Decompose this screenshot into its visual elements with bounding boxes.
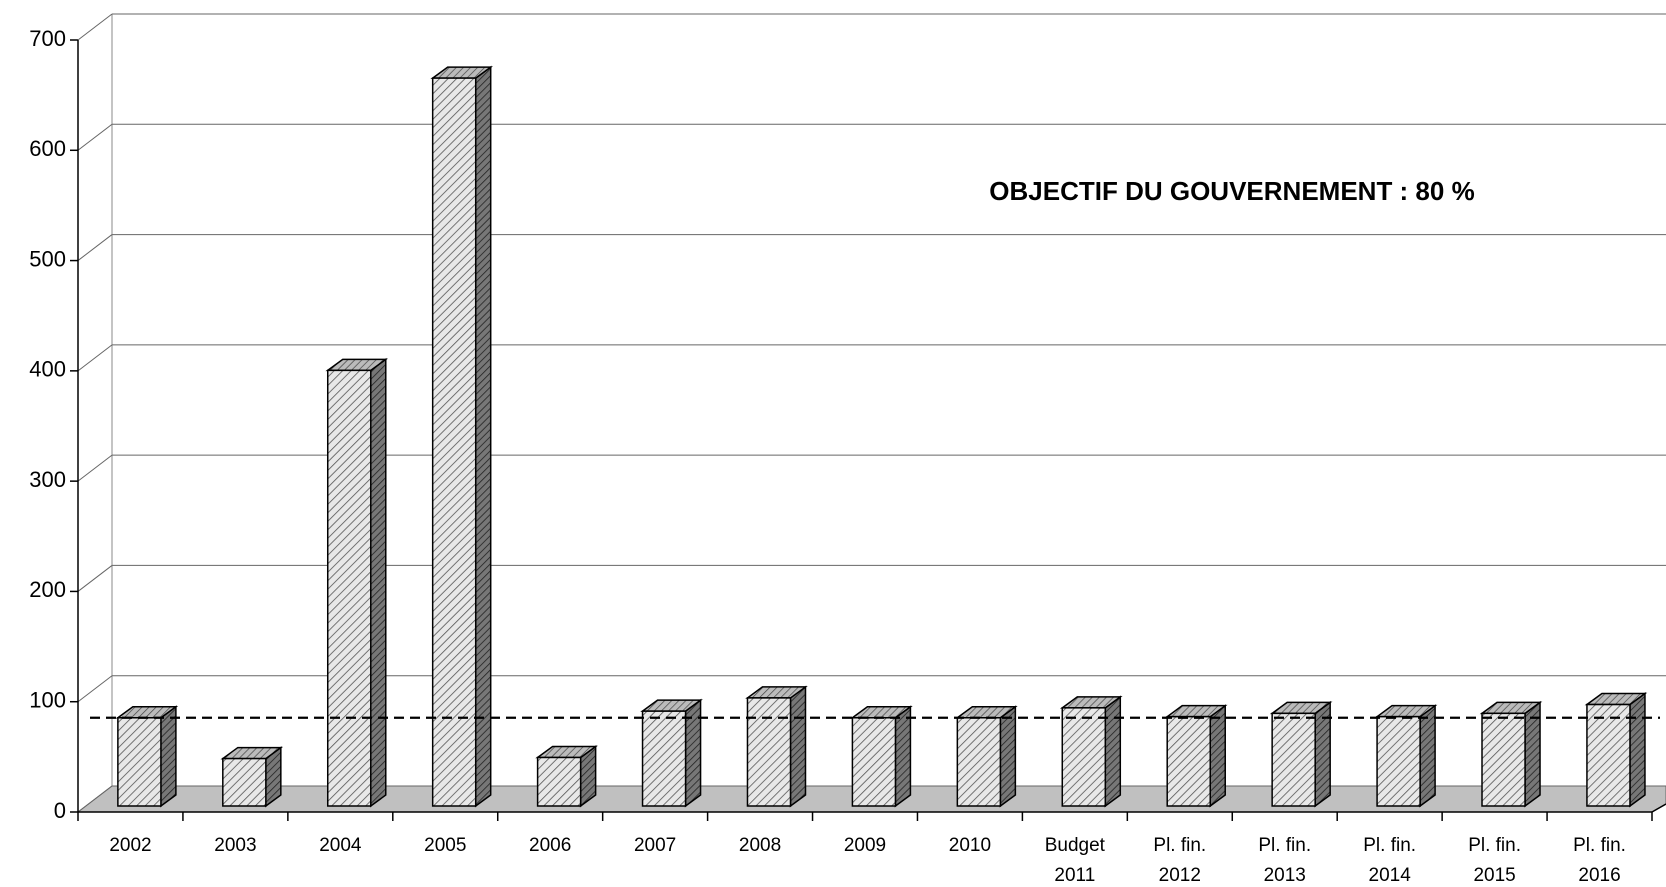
bar-front [326,369,372,807]
bar [1479,700,1543,808]
x-tick-label: Pl. fin. 2014 [1363,835,1416,886]
y-tick-label: 200 [29,577,66,602]
x-tick-label: 2003 [214,835,256,856]
grid-depth [77,785,113,813]
annotation: OBJECTIF DU GOUVERNEMENT : 80 % [989,176,1474,206]
grid-depth [77,13,113,41]
y-tick-label: 0 [54,798,66,823]
x-tick-label: Pl. fin. 2015 [1468,835,1521,886]
bar-front [222,757,267,807]
grid-depth [77,234,113,261]
y-tick-label: 300 [29,467,66,492]
bar-side [1629,692,1646,808]
bar-front [117,717,162,807]
bar [955,705,1018,808]
y-tick-label: 100 [29,688,66,713]
grid-depth [77,565,113,592]
x-tick-label: 2009 [844,835,886,856]
x-tick-label: 2010 [949,835,991,856]
bar [115,705,179,808]
y-tick-label: 600 [29,136,66,161]
bar-front [956,717,1002,807]
x-tick-label: Pl. fin. 2013 [1258,835,1311,886]
x-tick-label: 2007 [634,835,676,856]
bar [220,746,284,808]
bar-front [1376,715,1421,807]
bar-front [1061,707,1107,807]
bar-side [1104,695,1122,808]
bar [535,744,598,808]
bar-side [370,357,387,808]
bar [1059,695,1123,808]
bar-side [1209,704,1226,808]
y-tick-label: 500 [29,246,66,271]
bar [1374,704,1438,808]
grid-depth [77,454,113,482]
bar [430,65,493,808]
bar-front [746,697,792,807]
bar-front [1481,712,1526,807]
bar-front [1166,715,1211,807]
x-tick-label: 2002 [109,835,151,856]
bar [1164,704,1228,808]
bar-front [851,717,897,807]
x-tick-label: Pl. fin. 2016 [1573,835,1626,886]
bar-side [894,705,912,808]
bar-side [684,698,702,808]
grid-depth [77,123,113,151]
bar-front [536,756,582,807]
grid-depth [77,344,113,372]
x-tick-label: 2005 [424,835,466,856]
bar [850,705,913,808]
bar [325,357,389,808]
bar [1584,692,1648,808]
bar-side [789,685,807,808]
bar-front [1586,703,1631,807]
bar-side [160,705,177,808]
x-tick-label: Pl. fin. 2012 [1153,835,1206,886]
y-tick-label: 700 [29,26,66,51]
bar-side [1419,704,1436,808]
x-tick-label: 2006 [529,835,571,856]
x-axis-depth [1651,803,1666,813]
y-tick-label: 400 [29,357,66,382]
grid-depth [77,675,113,703]
bar [640,698,703,808]
bar-front [431,77,477,807]
bar-front [1271,712,1316,807]
bar [1269,700,1333,808]
x-tick-label: 2008 [739,835,781,856]
bar-side [474,65,492,808]
bar [745,685,808,808]
x-tick-label: 2004 [319,835,362,856]
bar-front [641,710,687,807]
bar-side [999,705,1017,808]
x-tick-label: Budget 2011 [1045,835,1106,886]
